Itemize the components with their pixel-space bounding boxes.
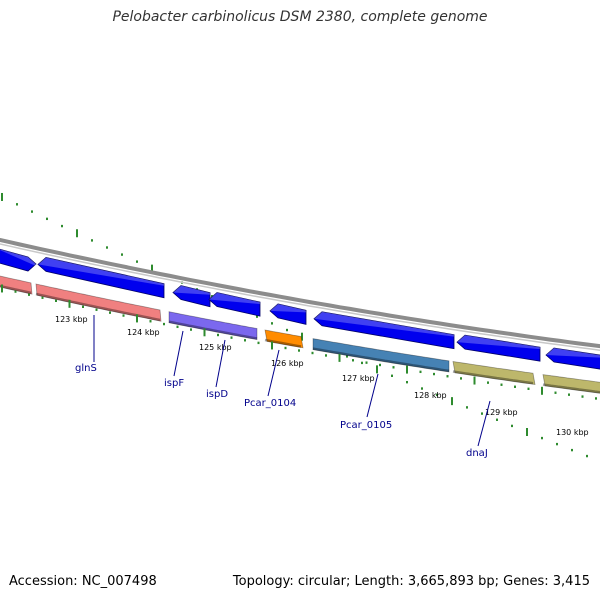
kbp-label: 125 kbp [199, 343, 232, 352]
gene-name: ispF [164, 378, 184, 389]
gene-label-dnaJ: dnaJ [466, 400, 491, 459]
cds-arrow [456, 334, 541, 362]
gene-labels: glnS ispF ispD Pcar_0104 Pcar_0105 dnaJ [75, 315, 491, 459]
kbp-label: 130 kbp [556, 428, 589, 437]
inner-tick-ring [1, 284, 597, 400]
cds-arrow [208, 292, 261, 317]
cds-arrow [545, 347, 600, 370]
gene-label-ispD: ispD [206, 339, 228, 400]
gene-name: glnS [75, 363, 97, 374]
kbp-label: 123 kbp [55, 315, 88, 324]
outer-tick-ring [1, 192, 588, 458]
feature-bar [35, 283, 162, 322]
feature-bar [264, 329, 304, 349]
gene-name: ispD [206, 389, 228, 400]
cds-arrow [172, 285, 211, 308]
gene-label-ispF: ispF [164, 330, 184, 389]
accession-text: Accession: NC_007498 [9, 574, 157, 589]
gene-label-Pcar_0105: Pcar_0105 [340, 373, 392, 431]
feature-bar [542, 374, 600, 394]
feature-track [0, 275, 600, 394]
map-title: Pelobacter carbinolicus DSM 2380, comple… [112, 9, 488, 25]
gene-label-Pcar_0104: Pcar_0104 [244, 349, 296, 409]
cds-track [0, 248, 600, 370]
gene-label-glnS: glnS [75, 315, 97, 374]
gene-name: Pcar_0105 [340, 420, 392, 431]
cds-arrow [0, 248, 37, 272]
feature-bar [452, 361, 536, 385]
kbp-label: 126 kbp [271, 359, 304, 368]
gene-name: dnaJ [466, 448, 488, 459]
kbp-label: 129 kbp [485, 408, 518, 417]
kbp-labels: 123 kbp 124 kbp 125 kbp 126 kbp 127 kbp 128 k… [55, 315, 589, 437]
kbp-label: 128 kbp [414, 391, 447, 400]
feature-bar [168, 311, 258, 340]
genome-backbone [0, 237, 600, 351]
cds-arrow [37, 256, 165, 299]
cds-arrow [313, 311, 455, 350]
backbone-shadow [0, 243, 600, 351]
feature-bar [312, 338, 450, 373]
cds-arrow [269, 303, 307, 325]
backbone-line [0, 237, 600, 349]
kbp-label: 127 kbp [342, 374, 375, 383]
genome-summary-text: Topology: circular; Length: 3,665,893 bp… [232, 574, 590, 589]
gene-name: Pcar_0104 [244, 398, 296, 409]
kbp-label: 124 kbp [127, 328, 160, 337]
